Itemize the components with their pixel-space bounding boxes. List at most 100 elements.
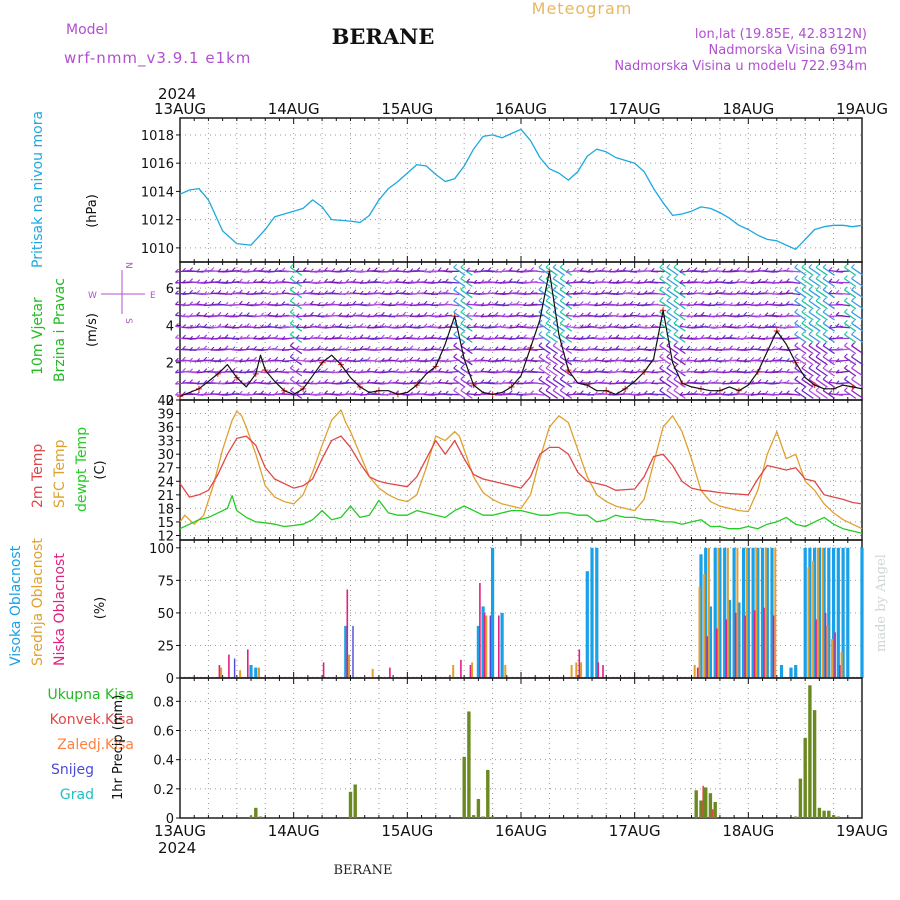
wind-arrow-head xyxy=(253,335,257,340)
wind-arrow-head xyxy=(210,267,215,271)
wind-arrow-head xyxy=(636,345,641,350)
wind-arrow-head xyxy=(381,268,385,273)
wind-arrow xyxy=(808,278,821,288)
wind-arrow-head xyxy=(345,335,350,340)
wind-arrow-head xyxy=(778,267,783,272)
wind-arrow-head xyxy=(822,319,827,324)
wind-arrow-head xyxy=(203,313,208,317)
wind-arrow xyxy=(453,300,466,310)
wind-arrow-head xyxy=(516,289,520,294)
wind-arrow-head xyxy=(572,313,577,318)
wind-arrow-head xyxy=(771,357,776,362)
wind-arrow-head xyxy=(175,380,179,385)
wind-arrow-head xyxy=(430,368,435,373)
wind-arrow-head xyxy=(289,375,294,380)
cloud-low-bar xyxy=(498,615,500,678)
cloud-mid-bar xyxy=(831,638,834,678)
wind-arrow-head xyxy=(295,268,300,272)
cloud-extra-bar xyxy=(489,615,491,678)
cloud-high-bar xyxy=(832,547,836,678)
wind-arrow-head xyxy=(437,278,442,283)
cloud-low-bar xyxy=(815,619,817,678)
wind-arrow-head xyxy=(693,324,698,329)
cloud-high-bar xyxy=(742,547,746,678)
wind-arrow xyxy=(801,278,814,288)
wind-arrow-head xyxy=(815,319,820,324)
cloud-mid-bar xyxy=(703,573,706,678)
wind-arrow xyxy=(530,269,545,273)
wind-arrow-head xyxy=(182,334,186,339)
precip-ylabel: 1hr Precip (mm) xyxy=(111,695,126,800)
wind-arrow-head xyxy=(345,346,350,350)
wind-arrow-head xyxy=(545,286,550,291)
wind-arrow xyxy=(659,278,672,288)
wind-arrow xyxy=(530,348,545,351)
wind-arrow-head xyxy=(402,268,407,273)
wind-arrow-head xyxy=(445,289,449,294)
wind-arrow-head xyxy=(373,267,378,272)
wind-arrow-head xyxy=(736,301,740,306)
wind-arrow-head xyxy=(778,345,783,350)
wind-arrow-head xyxy=(636,301,641,306)
wind-arrow-head xyxy=(460,375,465,380)
wind-arrow-head xyxy=(601,267,606,271)
wind-arrow-head xyxy=(771,312,776,316)
wind-arrow-head xyxy=(395,313,399,317)
wind-arrow-head xyxy=(666,375,671,380)
wind-arrow-head xyxy=(587,311,591,316)
wind-arrow-head xyxy=(729,334,733,339)
wind-arrow-head xyxy=(815,387,820,391)
wind-arrow xyxy=(822,266,835,276)
wind-arrow xyxy=(786,359,801,363)
wind-arrow-head xyxy=(203,279,208,284)
wind-arrow-head xyxy=(373,335,378,340)
time-label: 18AUG xyxy=(722,100,774,118)
cloud-mid-bar xyxy=(717,547,720,678)
wind-arrow-head xyxy=(480,334,485,339)
wind-arrow xyxy=(851,266,864,276)
wind-arrow-head xyxy=(501,368,506,372)
wind-arrow-head xyxy=(267,301,272,305)
wind-arrow xyxy=(815,333,828,343)
wind-arrow-head xyxy=(317,291,321,295)
wind-arrow-head xyxy=(808,353,813,358)
wind-arrow-head xyxy=(636,323,641,328)
wind-arrow-head xyxy=(289,297,294,302)
wind-arrow-head xyxy=(324,290,328,294)
wind-arrow-head xyxy=(196,290,201,294)
wind-arrow-head xyxy=(764,278,769,283)
wind-arrow-head xyxy=(430,301,435,306)
cloud-mid-bar xyxy=(764,547,767,678)
wind-arrow-head xyxy=(409,268,414,272)
wind-arrow-head xyxy=(359,380,364,385)
wind-arrow xyxy=(651,303,666,307)
station-title: BERANE xyxy=(332,24,435,49)
wind-arrow-head xyxy=(729,312,733,317)
wind-arrow xyxy=(808,367,821,377)
time-label: 13AUG xyxy=(154,100,206,118)
wind-arrow-head xyxy=(636,334,641,339)
wind-arrow-head xyxy=(778,356,783,361)
wind-arrow-head xyxy=(445,300,449,305)
wind-arrow-head xyxy=(679,391,684,396)
time-label: 16AUG xyxy=(495,100,547,118)
wind-arrow xyxy=(281,303,296,306)
wind-arrow xyxy=(538,345,551,355)
wind-arrow-head xyxy=(801,331,806,335)
wind-arrow-head xyxy=(317,345,321,350)
wind-arrow-head xyxy=(801,319,806,324)
wind-arrow-head xyxy=(659,353,664,358)
wind-arrow-head xyxy=(629,346,634,351)
wind-arrow-head xyxy=(622,357,627,362)
wind-arrow xyxy=(552,289,566,299)
wind-arrow xyxy=(552,378,566,388)
wind-arrow-head xyxy=(844,342,848,347)
wind-arrow-head xyxy=(786,390,790,395)
wind-arrow-head xyxy=(778,379,783,383)
legend-hail: Grad xyxy=(60,787,94,803)
y-tick-label: 15 xyxy=(157,516,174,531)
wind-arrow-head xyxy=(686,313,691,318)
wind-arrow-head xyxy=(460,297,465,302)
y-tick-label: 30 xyxy=(157,448,174,463)
wind-arrow-head xyxy=(530,368,534,372)
